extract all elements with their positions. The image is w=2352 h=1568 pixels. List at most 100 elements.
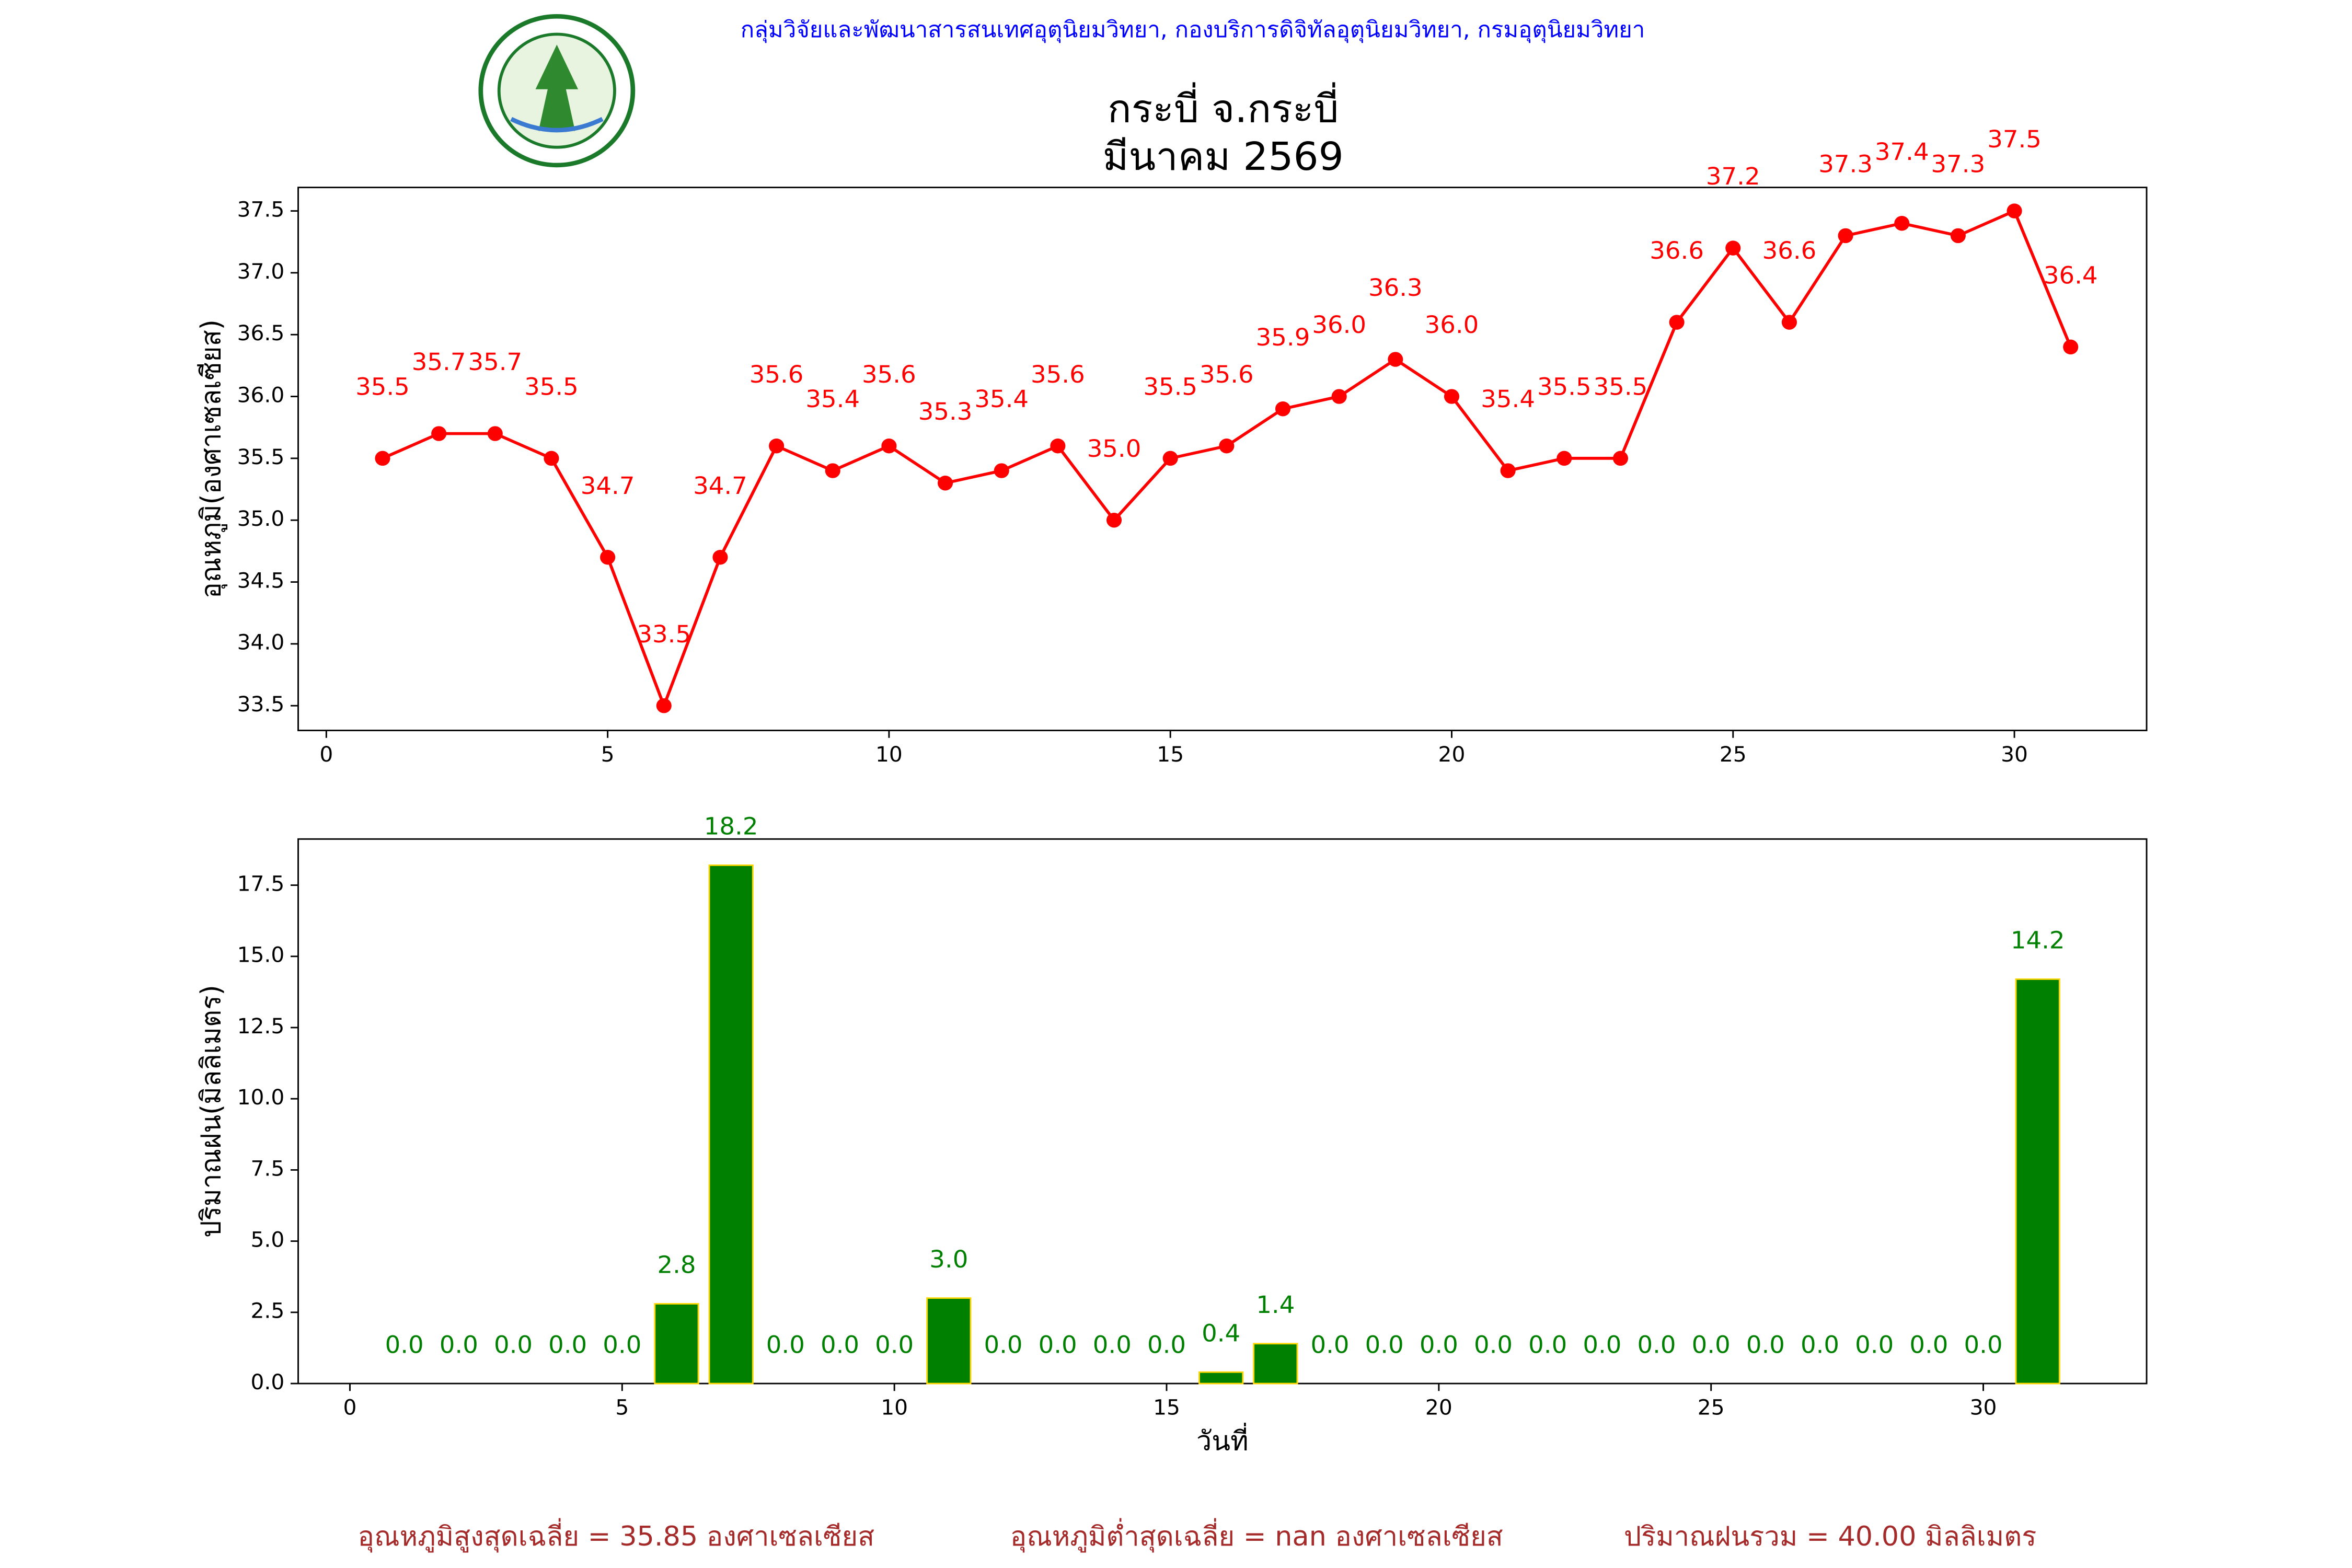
data-point — [431, 426, 447, 441]
footer-text: อุณหภูมิสูงสุดเฉลี่ย = 35.85 องศาเซลเซีย… — [358, 1518, 875, 1553]
y-tick-label: 7.5 — [251, 1157, 285, 1181]
data-label: 35.5 — [1143, 373, 1197, 400]
y-tick-label: 17.5 — [237, 872, 285, 896]
x-tick-label: 5 — [601, 742, 615, 766]
data-label: 35.3 — [918, 397, 973, 425]
data-label: 0.0 — [875, 1331, 914, 1358]
data-label: 0.0 — [1310, 1331, 1349, 1358]
x-tick-label: 25 — [1698, 1396, 1725, 1420]
data-label: 36.4 — [2044, 261, 2098, 289]
data-point — [1331, 389, 1347, 404]
data-label: 0.0 — [1801, 1331, 1839, 1358]
data-label: 0.0 — [1528, 1331, 1567, 1358]
data-point — [1500, 463, 1516, 478]
data-label: 37.3 — [1818, 150, 1873, 178]
data-label: 36.6 — [1762, 237, 1817, 264]
header: กลุ่มวิจัยและพัฒนาสารสนเทศอุตุนิยมวิทยา,… — [741, 17, 1645, 43]
data-label: 37.2 — [1706, 163, 1760, 190]
y-tick-label: 34.5 — [237, 569, 285, 593]
data-label: 35.6 — [1200, 360, 1254, 388]
data-label: 0.0 — [766, 1331, 805, 1358]
data-point — [994, 463, 1009, 478]
plot-frame — [297, 838, 2148, 1385]
data-point — [656, 698, 672, 713]
chart-subtitle: มีนาคม 2569 — [1103, 134, 1344, 179]
bar — [926, 1297, 972, 1385]
data-point — [1612, 451, 1629, 466]
data-label: 37.5 — [1987, 125, 2042, 153]
data-point — [1669, 315, 1685, 330]
x-tick-label: 10 — [875, 742, 903, 766]
data-label: 0.0 — [548, 1331, 587, 1358]
chart-title: กระบี่ จ.กระบี่ — [1108, 83, 1339, 132]
x-tick-label: 20 — [1425, 1396, 1452, 1420]
data-label: 35.7 — [412, 348, 466, 376]
data-label: 35.5 — [1594, 373, 1648, 400]
x-tick-label: 0 — [343, 1396, 357, 1420]
data-point — [938, 475, 953, 491]
data-label: 0.0 — [440, 1331, 478, 1358]
data-label: 35.6 — [1031, 360, 1085, 388]
bar — [1198, 1371, 1244, 1385]
data-point — [2007, 203, 2022, 218]
data-label: 0.0 — [984, 1331, 1022, 1358]
data-label: 35.4 — [805, 385, 860, 413]
data-label: 35.5 — [1537, 373, 1592, 400]
data-label: 37.3 — [1931, 150, 1986, 178]
data-point — [1388, 352, 1403, 367]
data-label: 0.0 — [1474, 1331, 1513, 1358]
x-tick-label: 25 — [1720, 742, 1747, 766]
y-tick-label: 36.5 — [237, 321, 285, 345]
data-point — [1219, 439, 1235, 454]
x-tick-label: 0 — [319, 742, 333, 766]
y-tick-label: 34.0 — [237, 630, 285, 654]
data-line — [382, 209, 2072, 710]
footer-text: ปริมาณฝนรวม = 40.00 มิลลิเมตร — [1624, 1521, 2037, 1552]
data-label: 0.0 — [821, 1331, 859, 1358]
data-label: 0.0 — [1638, 1331, 1676, 1358]
y-tick-label: 0.0 — [251, 1370, 285, 1394]
y-tick-label: 33.5 — [237, 692, 285, 716]
y-tick-label: 2.5 — [251, 1299, 285, 1323]
bar — [708, 864, 754, 1385]
data-label: 35.6 — [862, 360, 916, 388]
x-tick-label: 30 — [2001, 742, 2028, 766]
x-tick-label: 5 — [615, 1396, 629, 1420]
data-point — [1557, 451, 1572, 466]
data-point — [825, 463, 840, 478]
data-point — [1725, 240, 1741, 256]
data-point — [712, 549, 728, 565]
y-tick-label: 36.0 — [237, 383, 285, 407]
data-point — [1050, 439, 1066, 454]
y-tick-label: 12.5 — [237, 1014, 285, 1038]
x-tick-label: 15 — [1153, 1396, 1180, 1420]
data-label: 35.6 — [750, 360, 804, 388]
data-label: 0.0 — [1039, 1331, 1077, 1358]
plot-frame — [297, 187, 2148, 731]
data-point — [1950, 228, 1966, 244]
logo-water — [510, 117, 604, 133]
data-point — [1106, 512, 1122, 528]
data-point — [487, 426, 503, 441]
y-axis-label: อุณหภูมิ(องศาเซลเซียส) — [195, 319, 228, 598]
data-label: 0.0 — [603, 1331, 641, 1358]
data-point — [881, 439, 897, 454]
data-point — [1162, 451, 1178, 466]
data-label: 35.4 — [974, 385, 1029, 413]
x-tick-label: 10 — [881, 1396, 908, 1420]
data-label: 34.7 — [693, 471, 747, 499]
data-label: 35.4 — [1481, 385, 1535, 413]
y-tick-label: 15.0 — [237, 943, 285, 967]
data-label: 35.5 — [355, 373, 410, 400]
data-point — [375, 451, 390, 466]
y-tick-label: 37.0 — [237, 259, 285, 283]
logo — [478, 14, 636, 168]
data-label: 1.4 — [1256, 1290, 1295, 1318]
x-tick-label: 20 — [1438, 742, 1466, 766]
data-label: 36.0 — [1312, 311, 1366, 339]
data-label: 0.0 — [1964, 1331, 2003, 1358]
data-label: 0.0 — [1909, 1331, 1948, 1358]
data-label: 0.4 — [1202, 1319, 1240, 1347]
data-label: 33.5 — [637, 620, 691, 648]
